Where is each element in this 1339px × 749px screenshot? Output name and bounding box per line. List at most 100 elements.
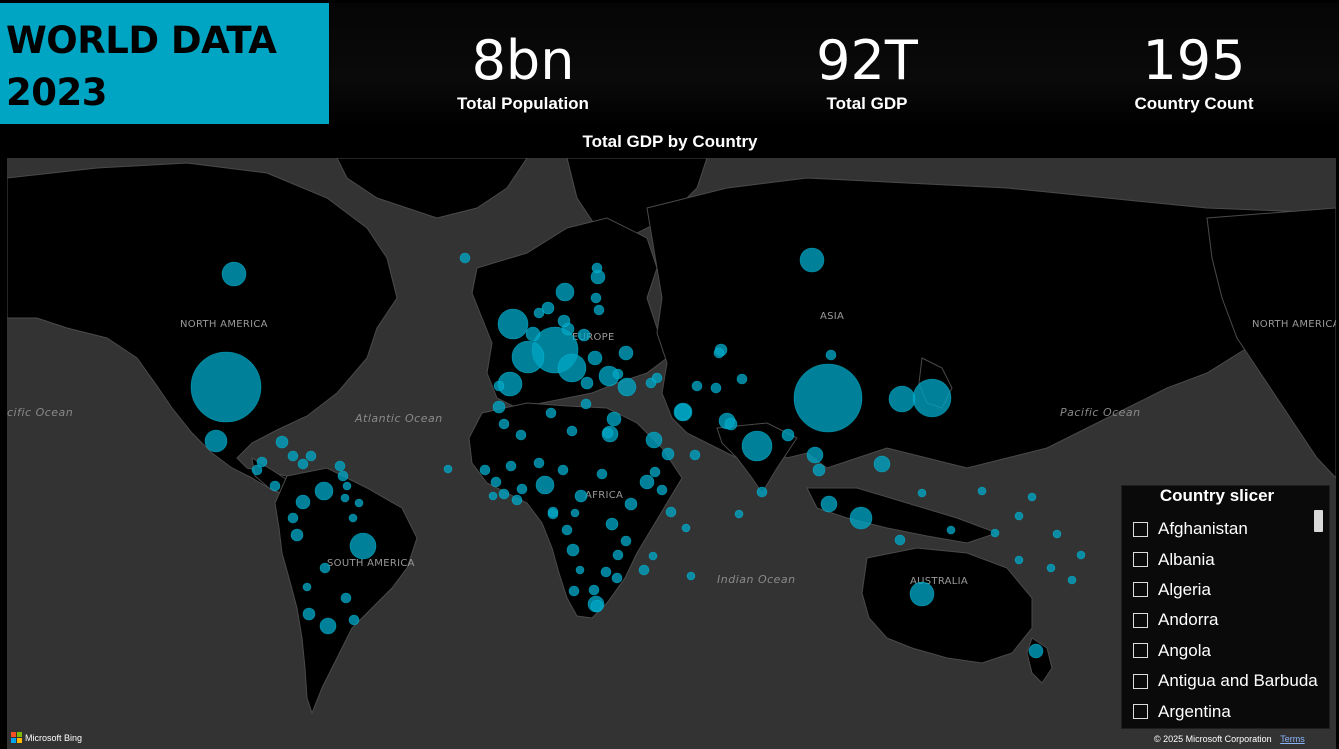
bubble-finland[interactable]	[591, 262, 603, 274]
bubble-botswana[interactable]	[588, 584, 600, 596]
checkbox[interactable]	[1133, 673, 1148, 689]
bubble-puerto-rico[interactable]	[334, 460, 346, 472]
bubble-samoa[interactable]	[1046, 563, 1056, 573]
bubble-marshall-islands[interactable]	[977, 486, 987, 496]
bubble-united-states[interactable]	[190, 351, 262, 423]
slicer-item-andorra[interactable]: Andorra	[1133, 605, 1318, 635]
bubble-tajikistan[interactable]	[736, 373, 748, 385]
bubble-namibia[interactable]	[568, 585, 580, 597]
bubble-dominican-republic[interactable]	[305, 450, 317, 462]
bubble-costa-rica[interactable]	[269, 480, 281, 492]
bubble-algeria-coast[interactable]	[492, 400, 506, 414]
bubble-tuvalu[interactable]	[1027, 492, 1037, 502]
bubble-italy[interactable]	[557, 353, 587, 383]
bubble-guyana[interactable]	[354, 498, 364, 508]
bubble-latvia[interactable]	[593, 304, 605, 316]
bubble-zambia[interactable]	[611, 572, 623, 584]
bubble-bulgaria[interactable]	[580, 376, 594, 390]
bubble-bangladesh[interactable]	[781, 428, 795, 442]
bubble-kuwait[interactable]	[661, 447, 675, 461]
bubble-cook-islands[interactable]	[1076, 550, 1086, 560]
bubble-iraq[interactable]	[645, 431, 663, 449]
slicer-item-argentina[interactable]: Argentina	[1133, 696, 1318, 726]
checkbox[interactable]	[1133, 704, 1148, 720]
bubble-lesotho[interactable]	[575, 565, 585, 575]
bubble-armenia[interactable]	[651, 372, 663, 384]
bubble-ireland[interactable]	[533, 307, 545, 319]
bubble-ukraine[interactable]	[618, 345, 634, 361]
bubble-georgia[interactable]	[612, 368, 624, 380]
bubble-canada[interactable]	[221, 261, 247, 287]
bubble-congo[interactable]	[561, 524, 573, 536]
bubble-vietnam[interactable]	[812, 463, 826, 477]
bubble-cuba[interactable]	[275, 435, 289, 449]
bubble-haiti[interactable]	[287, 450, 299, 462]
bubble-senegal[interactable]	[479, 464, 491, 476]
bubble-suriname[interactable]	[348, 513, 358, 523]
bubble-tunisia[interactable]	[545, 407, 557, 419]
bubble-mozambique[interactable]	[590, 599, 604, 613]
slicer-item-algeria[interactable]: Algeria	[1133, 575, 1318, 605]
bubble-kiribati[interactable]	[1014, 511, 1024, 521]
bubble-luxembourg[interactable]	[557, 314, 571, 328]
bubble-turkmenistan[interactable]	[710, 382, 722, 394]
bubble-peru[interactable]	[290, 528, 304, 542]
bubble-argentina[interactable]	[319, 617, 337, 635]
bubble-portugal[interactable]	[493, 380, 505, 392]
bubble-drc[interactable]	[574, 489, 588, 503]
bubble-djibouti[interactable]	[656, 484, 668, 496]
bubble-ghana[interactable]	[516, 483, 528, 495]
bubble-tonga[interactable]	[1067, 575, 1077, 585]
bubble-yemen[interactable]	[649, 466, 661, 478]
bubble-greece[interactable]	[580, 398, 592, 410]
bubble-uganda[interactable]	[624, 497, 638, 511]
bubble-central-african-republic[interactable]	[570, 508, 580, 518]
bubble-nauru[interactable]	[990, 528, 1000, 538]
bubble-china[interactable]	[793, 363, 863, 433]
checkbox[interactable]	[1133, 643, 1148, 659]
terms-link[interactable]: Terms	[1280, 734, 1305, 744]
bubble-ivory-coast[interactable]	[498, 488, 510, 500]
bubble-jamaica[interactable]	[297, 458, 309, 470]
bubble-united-kingdom[interactable]	[497, 308, 529, 340]
bubble-mauritius[interactable]	[648, 551, 658, 561]
bubble-norway[interactable]	[555, 282, 575, 302]
bubble-sri-lanka[interactable]	[756, 486, 768, 498]
bubble-maldives[interactable]	[734, 509, 744, 519]
bubble-czech-republic[interactable]	[577, 328, 591, 342]
bubble-fiji[interactable]	[1014, 555, 1024, 565]
bubble-malaysia[interactable]	[820, 495, 838, 513]
bubble-seychelles[interactable]	[681, 523, 691, 533]
bubble-bolivia[interactable]	[319, 562, 331, 574]
checkbox[interactable]	[1133, 521, 1148, 537]
bubble-palau[interactable]	[917, 488, 927, 498]
world-map[interactable]: cific Ocean Atlantic Ocean Indian Ocean …	[7, 158, 1336, 749]
bubble-libya[interactable]	[566, 425, 578, 437]
checkbox[interactable]	[1133, 612, 1148, 628]
slicer-item-antigua-and-barbuda[interactable]: Antigua and Barbuda	[1133, 666, 1318, 696]
bubble-ethiopia[interactable]	[639, 474, 655, 490]
bubble-angola[interactable]	[566, 543, 580, 557]
bubble-thailand[interactable]	[806, 446, 824, 464]
bubble-russia[interactable]	[799, 247, 825, 273]
bubble-uruguay[interactable]	[348, 614, 360, 626]
slicer-list[interactable]: Afghanistan Albania Algeria Andorra Ango…	[1133, 514, 1318, 727]
slicer-item-albania[interactable]: Albania	[1133, 544, 1318, 574]
bubble-somalia[interactable]	[665, 506, 677, 518]
checkbox[interactable]	[1133, 552, 1148, 568]
bubble-morocco[interactable]	[498, 418, 510, 430]
map-canvas[interactable]: cific Ocean Atlantic Ocean Indian Ocean …	[7, 158, 1336, 749]
bubble-nepal[interactable]	[724, 417, 738, 431]
bubble-cape-verde[interactable]	[443, 464, 453, 474]
bubble-estonia[interactable]	[590, 292, 602, 304]
bubble-indonesia[interactable]	[849, 506, 873, 530]
bubble-afghanistan[interactable]	[691, 380, 703, 392]
bubble-paraguay[interactable]	[340, 592, 352, 604]
checkbox[interactable]	[1133, 582, 1148, 598]
bubble-reunion[interactable]	[686, 571, 696, 581]
bubble-oman[interactable]	[689, 449, 701, 461]
bubble-liberia[interactable]	[488, 491, 498, 501]
bubble-jordan[interactable]	[602, 427, 614, 439]
bubble-japan[interactable]	[912, 378, 952, 418]
bubble-uae[interactable]	[674, 403, 692, 421]
